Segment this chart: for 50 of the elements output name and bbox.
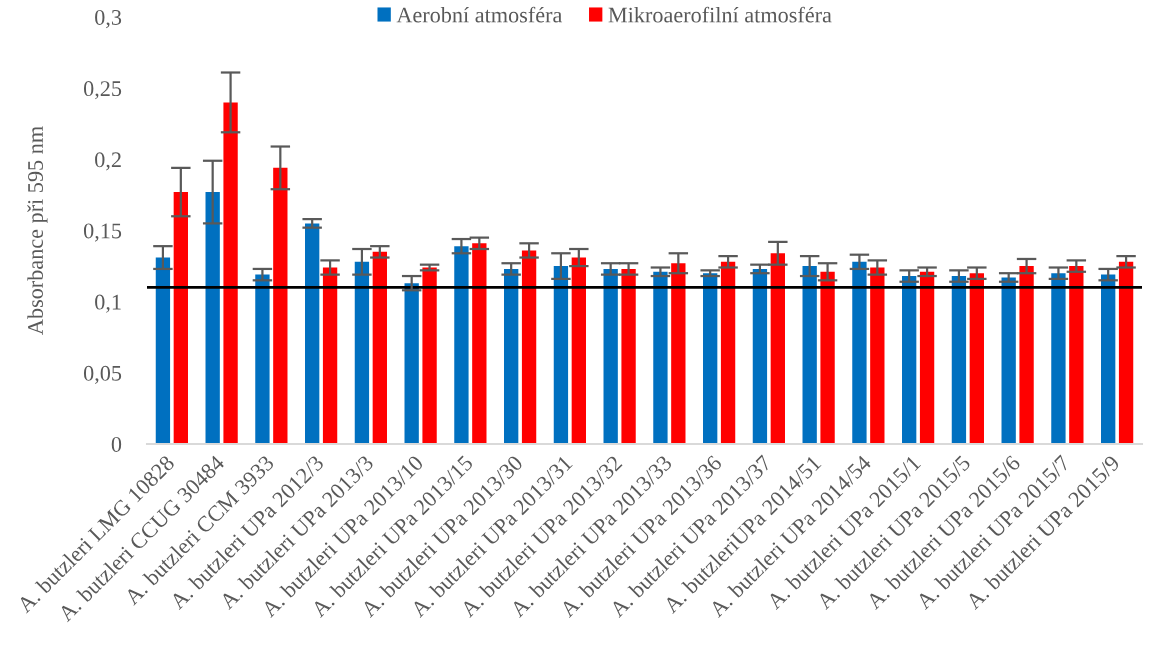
bar	[273, 167, 288, 444]
y-tick-label: 0,1	[95, 294, 121, 313]
bar	[870, 267, 885, 444]
bar	[969, 273, 984, 444]
bar	[1101, 274, 1116, 444]
bar	[671, 263, 686, 444]
bar	[255, 274, 270, 444]
bar	[372, 251, 387, 444]
bar	[752, 268, 768, 444]
bar	[820, 271, 835, 444]
bar	[454, 246, 469, 444]
bar	[919, 271, 935, 444]
bar	[1001, 277, 1016, 444]
bar	[621, 268, 636, 444]
bar	[1069, 266, 1084, 444]
bar	[902, 276, 917, 444]
bar	[322, 267, 338, 444]
bar	[1118, 261, 1134, 444]
bar	[1019, 266, 1034, 444]
bar	[951, 276, 967, 444]
bar	[155, 257, 171, 444]
bar	[223, 102, 238, 444]
bar	[521, 250, 537, 444]
bar	[720, 261, 736, 444]
y-tick-label: 0,05	[83, 365, 122, 384]
bar	[653, 271, 668, 444]
y-tick-label: 0,25	[83, 81, 122, 100]
bar	[1051, 273, 1066, 444]
y-tick-label: 0	[111, 436, 122, 452]
bar	[422, 267, 437, 444]
bar	[852, 261, 867, 444]
bar	[504, 268, 519, 444]
y-tick-label: 0,3	[95, 9, 122, 29]
legend-label: Aerobní atmosféra	[396, 6, 563, 23]
y-tick-label: 0,2	[95, 152, 121, 171]
bar	[553, 266, 569, 444]
bar	[571, 257, 586, 444]
y-tick-label: 0,15	[83, 223, 122, 242]
y-axis-title: Absorbance při 595 nm	[27, 126, 48, 335]
bar	[703, 273, 718, 444]
bar	[205, 192, 220, 444]
bar	[472, 243, 487, 444]
bar	[404, 283, 419, 444]
bar	[603, 268, 618, 444]
bar	[173, 192, 188, 444]
bar	[354, 261, 370, 444]
bar	[802, 266, 817, 444]
legend-label: Mikroaerofilní atmosféra	[608, 6, 832, 23]
bar	[770, 253, 785, 444]
bar	[305, 223, 320, 444]
